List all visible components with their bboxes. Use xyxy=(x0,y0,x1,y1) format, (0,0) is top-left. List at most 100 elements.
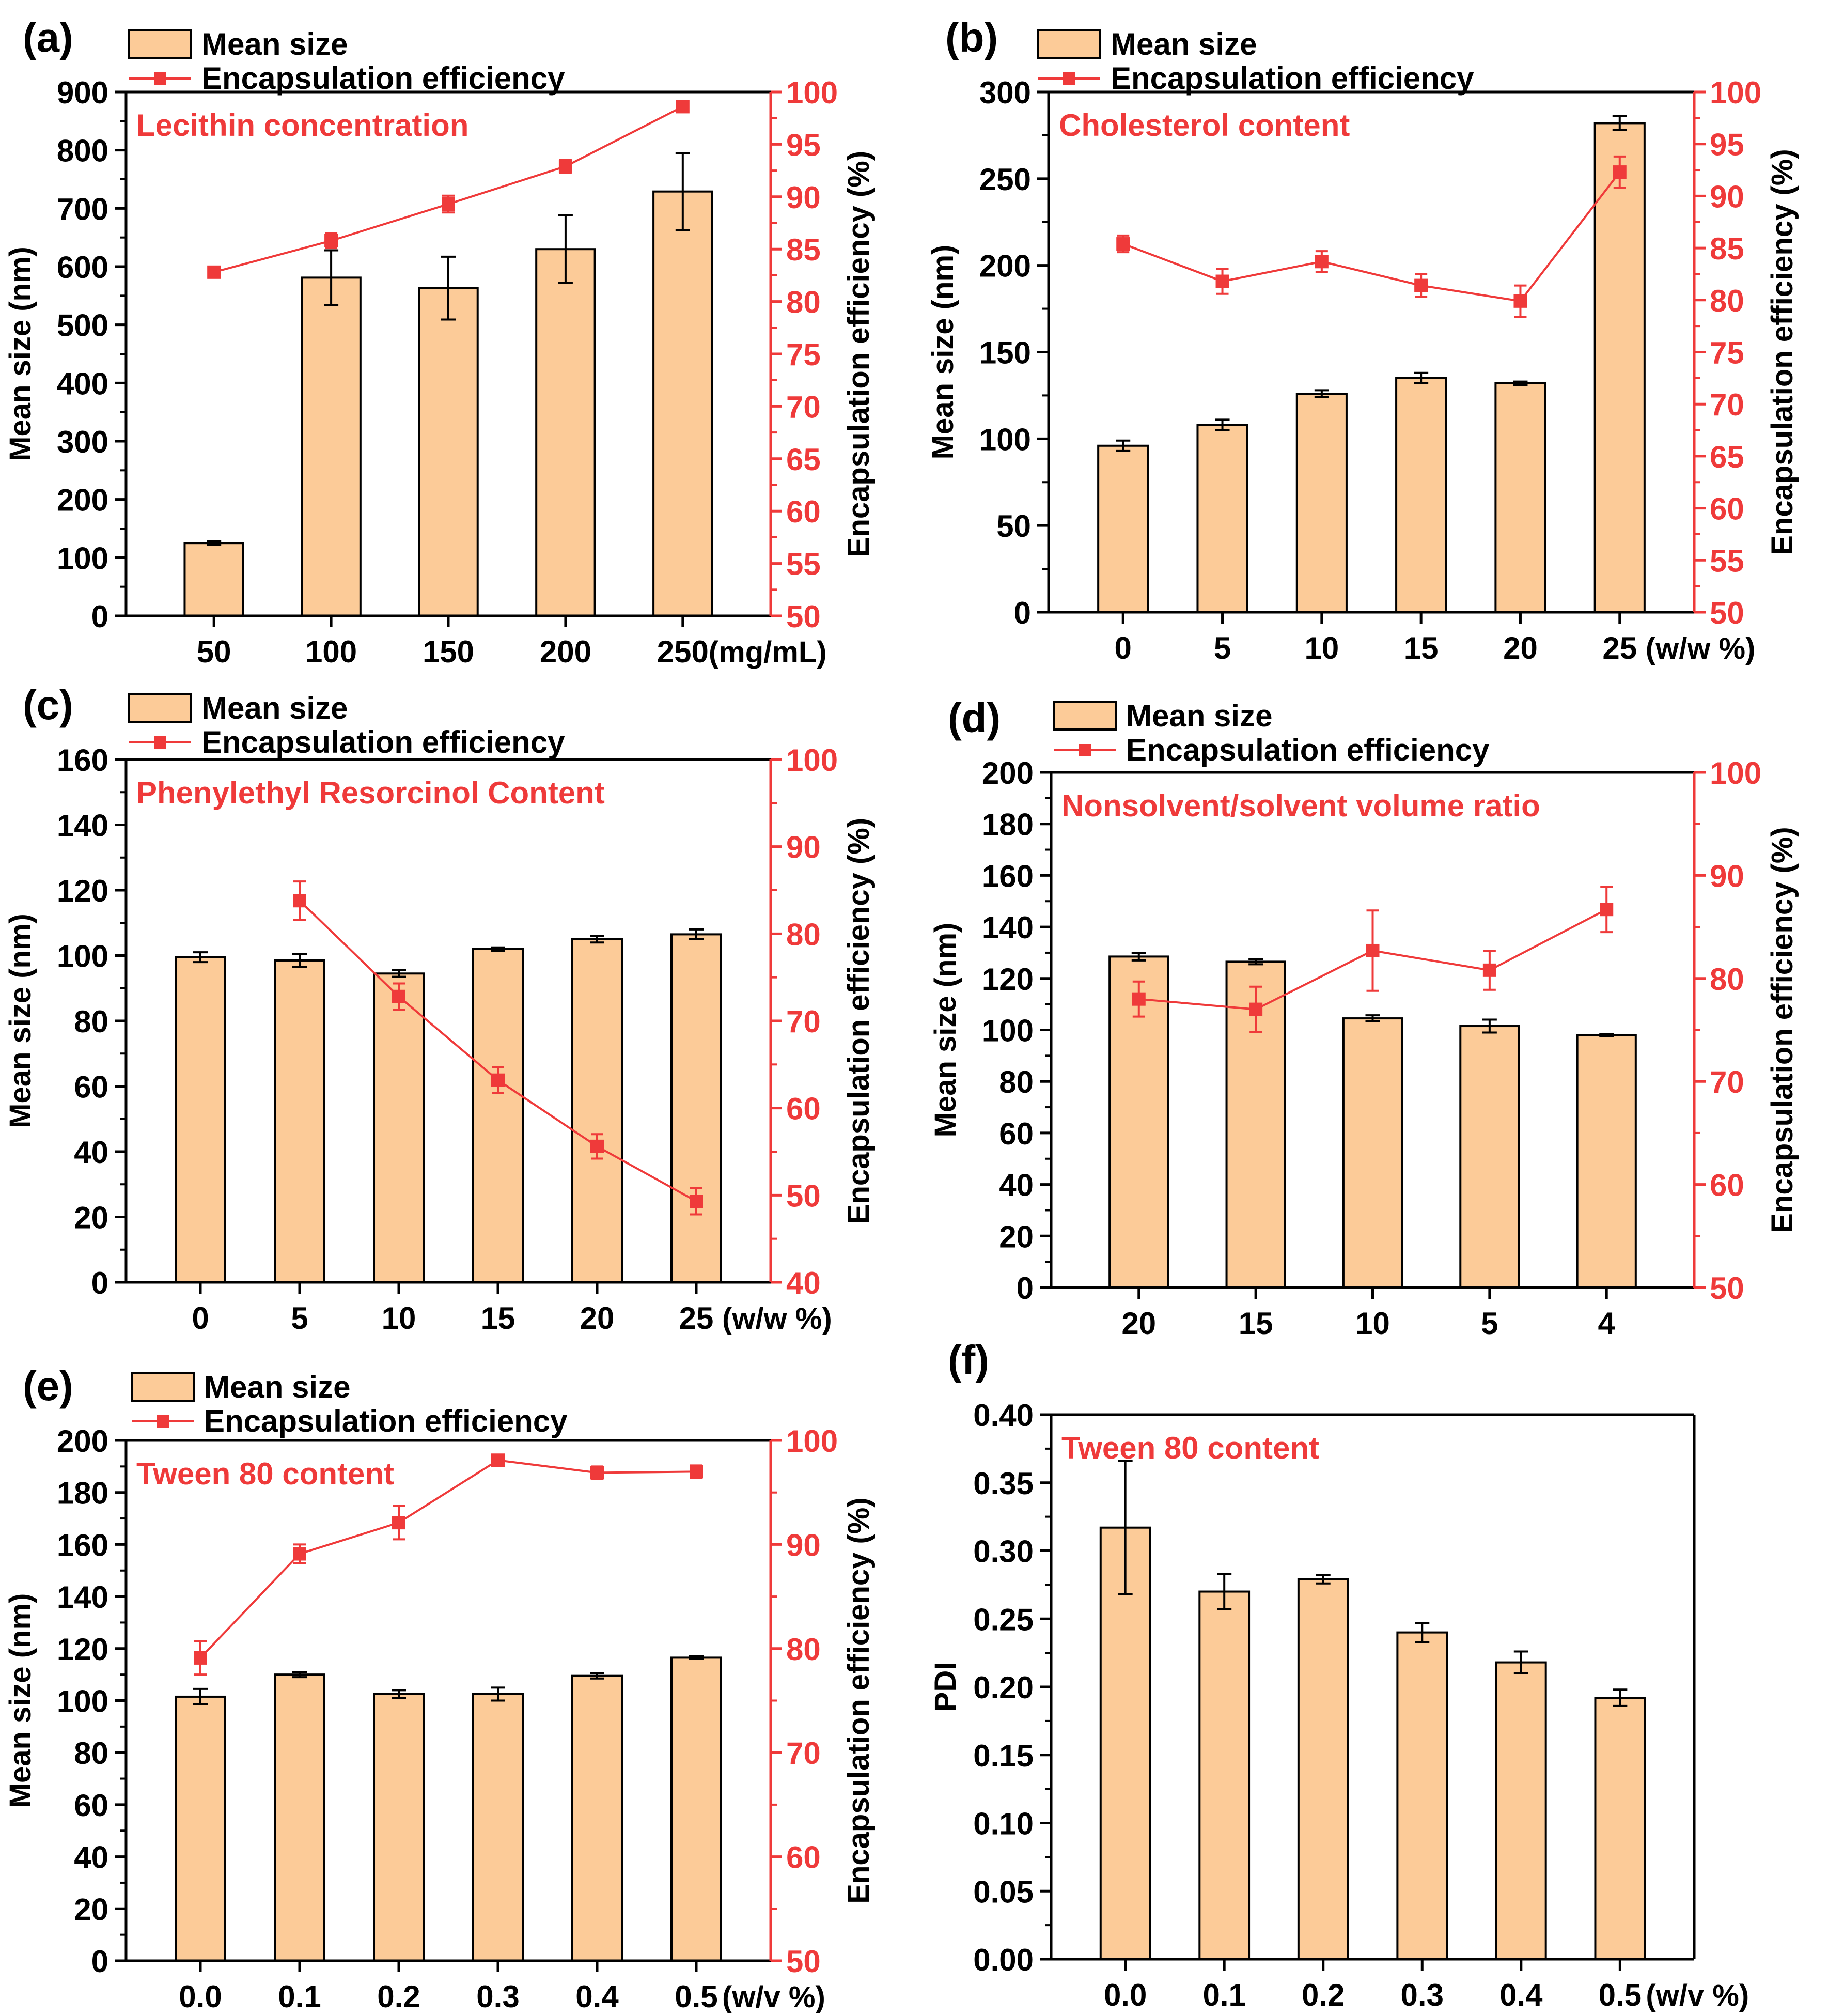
y-tick-label: 0.25 xyxy=(973,1602,1034,1637)
x-tick-label: 20 xyxy=(580,1301,615,1336)
x-tick-label: 0.2 xyxy=(377,1979,420,2014)
y-tick-label: 100 xyxy=(979,422,1031,457)
bar xyxy=(1342,1017,1403,1289)
bar xyxy=(1593,122,1646,614)
y2-tick-label: 50 xyxy=(1710,1271,1744,1306)
y-axis-title: Mean size (nm) xyxy=(4,913,37,1128)
y-tick-label: 0 xyxy=(91,1944,108,1979)
line-point xyxy=(1600,903,1614,917)
bar xyxy=(175,1695,226,1962)
y-axis-title: Mean size (nm) xyxy=(926,245,960,460)
x-unit: (w/v %) xyxy=(722,1980,825,2014)
legend-line-marker xyxy=(157,1415,169,1428)
y2-tick-label: 70 xyxy=(786,1004,821,1039)
legend-bar-swatch xyxy=(1053,701,1117,731)
y-axis-title: PDI xyxy=(929,1662,962,1712)
y-tick-label: 20 xyxy=(74,1201,108,1235)
line-point xyxy=(1482,963,1496,977)
line-point xyxy=(690,1195,703,1208)
chart-title: Tween 80 content xyxy=(1061,1431,1319,1465)
x-tick-label: 0.2 xyxy=(1302,1978,1345,2012)
line-point xyxy=(676,100,690,114)
y2-tick-label: 80 xyxy=(786,1632,821,1667)
x-unit: (w/w %) xyxy=(1646,632,1756,665)
y2-axis-title: Encapsulation efficiency (%) xyxy=(842,1497,876,1903)
y2-tick-label: 100 xyxy=(1710,756,1761,790)
bar xyxy=(1459,1025,1520,1289)
y-tick-label: 140 xyxy=(982,910,1034,945)
bar xyxy=(670,933,722,1283)
y-tick-label: 120 xyxy=(57,1632,108,1667)
panel-b: (b)0501001502002503005055606570758085909… xyxy=(926,14,1799,665)
panel-label: (c) xyxy=(23,682,73,728)
y-tick-label: 40 xyxy=(74,1135,108,1170)
y2-tick-label: 65 xyxy=(1710,440,1744,474)
line-point xyxy=(392,989,405,1003)
legend-label: Encapsulation efficiency xyxy=(204,1404,568,1438)
y2-axis-title: Encapsulation efficiency (%) xyxy=(842,818,876,1224)
efficiency-line xyxy=(1122,171,1621,302)
y2-axis-title: Encapsulation efficiency (%) xyxy=(842,151,876,557)
x-tick-label: 0.1 xyxy=(1202,1978,1245,2012)
bar xyxy=(1576,1034,1637,1289)
x-tick-label: 20 xyxy=(1503,631,1538,665)
bar xyxy=(418,287,479,617)
y2-tick-label: 80 xyxy=(786,285,821,320)
y2-tick-label: 60 xyxy=(1710,1168,1744,1203)
y2-tick-label: 75 xyxy=(1710,336,1744,370)
y-tick-label: 0.20 xyxy=(973,1670,1034,1705)
bar xyxy=(670,1656,722,1962)
y-tick-label: 0.10 xyxy=(973,1807,1034,1841)
line-point xyxy=(207,265,221,279)
line-point xyxy=(293,1547,306,1561)
x-tick-label: 0.3 xyxy=(476,1979,519,2014)
y-tick-label: 120 xyxy=(982,962,1034,997)
line-point xyxy=(442,197,455,211)
line-point xyxy=(1414,278,1428,292)
y-tick-label: 180 xyxy=(57,1476,108,1511)
legend-label: Encapsulation efficiency xyxy=(201,725,565,759)
x-tick-label: 0.0 xyxy=(179,1979,222,2014)
x-tick-label: 0.5 xyxy=(675,1979,717,2014)
panel-label: (f) xyxy=(948,1337,989,1383)
y2-tick-label: 60 xyxy=(786,494,821,529)
panel-label: (b) xyxy=(945,14,998,60)
y-tick-label: 0.30 xyxy=(973,1534,1034,1569)
y-tick-label: 300 xyxy=(979,75,1031,110)
legend-bar-swatch xyxy=(128,29,192,59)
x-tick-label: 0 xyxy=(1115,631,1132,665)
legend-label: Mean size xyxy=(1111,27,1257,61)
x-tick-label: 10 xyxy=(382,1301,416,1336)
y-tick-label: 140 xyxy=(57,809,108,843)
y2-tick-label: 60 xyxy=(1710,492,1744,526)
y2-tick-label: 50 xyxy=(786,599,821,634)
bar xyxy=(472,948,524,1283)
y-tick-label: 100 xyxy=(982,1014,1034,1048)
legend-line-marker xyxy=(154,736,166,749)
x-tick-label: 5 xyxy=(291,1301,308,1336)
y-tick-label: 100 xyxy=(57,939,108,974)
x-tick-label: 50 xyxy=(197,634,231,669)
x-tick-label: 0.4 xyxy=(1499,1978,1543,2012)
bar xyxy=(535,248,596,617)
y-tick-label: 60 xyxy=(74,1788,108,1823)
x-tick-label: 4 xyxy=(1598,1306,1616,1341)
y-tick-label: 100 xyxy=(57,541,108,576)
bar xyxy=(472,1693,524,1962)
line-point xyxy=(590,1466,604,1480)
panel-label: (e) xyxy=(23,1363,73,1409)
y2-tick-label: 50 xyxy=(786,1178,821,1213)
y2-tick-label: 80 xyxy=(1710,284,1744,318)
y-tick-label: 160 xyxy=(982,859,1034,893)
y2-tick-label: 85 xyxy=(786,232,821,267)
legend-label: Mean size xyxy=(1126,699,1272,733)
y-tick-label: 180 xyxy=(982,808,1034,842)
y2-tick-label: 50 xyxy=(786,1944,821,1979)
y-tick-label: 900 xyxy=(57,75,108,110)
line-point xyxy=(1132,992,1146,1006)
y2-tick-label: 80 xyxy=(786,917,821,952)
panel-label: (d) xyxy=(948,695,1001,741)
x-tick-label: 0.0 xyxy=(1104,1978,1147,2012)
y2-tick-label: 60 xyxy=(786,1840,821,1875)
